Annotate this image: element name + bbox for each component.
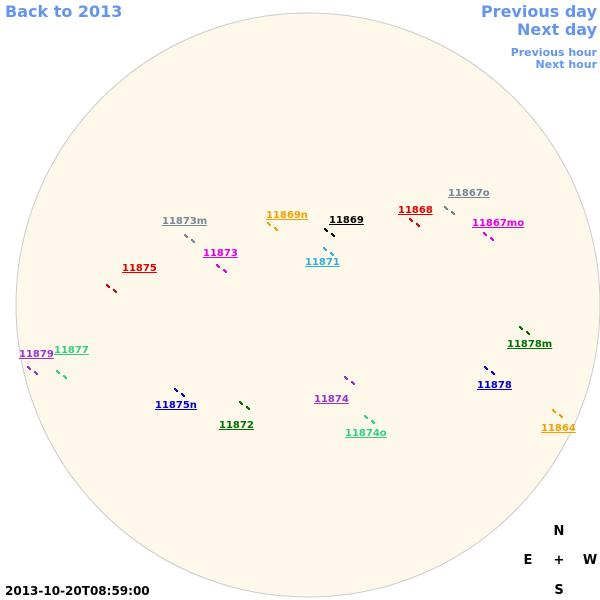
sunspot-dot [418, 225, 420, 227]
timestamp: 2013-10-20T08:59:00 [5, 584, 150, 598]
sunspot-dot [411, 220, 413, 222]
region-label[interactable]: 11875n [155, 400, 197, 411]
region-label[interactable]: 11873m [162, 216, 207, 227]
sunspot-dot [453, 213, 455, 215]
sunspot-dot [269, 224, 271, 226]
compass-east: E [524, 553, 533, 568]
sunspot-dot [373, 422, 375, 424]
previous-hour-link[interactable]: Previous hour [511, 46, 598, 59]
sunspot-dot [58, 372, 60, 374]
region-label[interactable]: 11867o [448, 188, 490, 199]
sunspot-dot [36, 373, 38, 375]
previous-day-link[interactable]: Previous day [481, 2, 598, 21]
sunspot-dot [325, 249, 327, 251]
sunspot-dot [29, 368, 31, 370]
solar-disk [15, 12, 600, 598]
sunspot-dot [446, 208, 448, 210]
region-label[interactable]: 11864 [541, 423, 576, 434]
sunspot-dot [346, 378, 348, 380]
sunspot-dot [561, 416, 563, 418]
sunspot-dot [333, 235, 335, 237]
sunspot-dot [276, 229, 278, 231]
sunspot-dot [528, 333, 530, 335]
region-label[interactable]: 11875 [122, 263, 157, 274]
sunspot-dot [492, 239, 494, 241]
sunspot-dot [183, 395, 185, 397]
sunspot-dot [108, 286, 110, 288]
sunspot-dot [485, 234, 487, 236]
region-label[interactable]: 11872 [219, 420, 254, 431]
region-label[interactable]: 11871 [305, 257, 340, 268]
next-day-link[interactable]: Next day [517, 20, 598, 39]
region-label[interactable]: 11878 [477, 380, 512, 391]
sunspot-dot [554, 411, 556, 413]
sunspot-dot [65, 377, 67, 379]
compass-south: S [554, 583, 563, 598]
sunspot-dot [225, 271, 227, 273]
region-label[interactable]: 11874o [345, 428, 387, 439]
sunspot-dot [353, 383, 355, 385]
next-hour-link[interactable]: Next hour [536, 58, 598, 71]
back-link[interactable]: Back to 2013 [5, 2, 122, 21]
sunspot-dot [486, 368, 488, 370]
sunspot-dots [27, 206, 563, 424]
sunspot-dot [521, 328, 523, 330]
sunspot-dot [332, 254, 334, 256]
region-label[interactable]: 11873 [203, 248, 238, 259]
compass-north: N [554, 524, 565, 539]
region-label[interactable]: 11879 [19, 349, 54, 360]
sunspot-dot [241, 403, 243, 405]
region-label[interactable]: 11874 [314, 394, 349, 405]
sunspot-dot [176, 390, 178, 392]
sunspot-dot [218, 266, 220, 268]
region-label[interactable]: 11867mo [472, 218, 524, 229]
region-label[interactable]: 11877 [54, 345, 89, 356]
region-labels: 11873m 11869n 11869 11868 11867o 11867mo 11873… [19, 188, 576, 439]
region-label[interactable]: 11868 [398, 205, 433, 216]
compass-west: W [583, 553, 597, 568]
sunspot-dot [186, 236, 188, 238]
region-label[interactable]: 11869n [266, 210, 308, 221]
compass-center: + [554, 553, 565, 568]
sunspot-dot [366, 417, 368, 419]
sunspot-dot [493, 373, 495, 375]
sunspot-dot [326, 230, 328, 232]
sunspot-dot [193, 241, 195, 243]
sunspot-dot [248, 408, 250, 410]
sunspot-dot [115, 291, 117, 293]
region-label[interactable]: 11878m [507, 339, 552, 350]
region-label[interactable]: 11869 [329, 215, 364, 226]
